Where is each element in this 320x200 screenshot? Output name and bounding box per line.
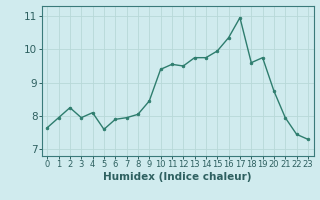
X-axis label: Humidex (Indice chaleur): Humidex (Indice chaleur) (103, 172, 252, 182)
